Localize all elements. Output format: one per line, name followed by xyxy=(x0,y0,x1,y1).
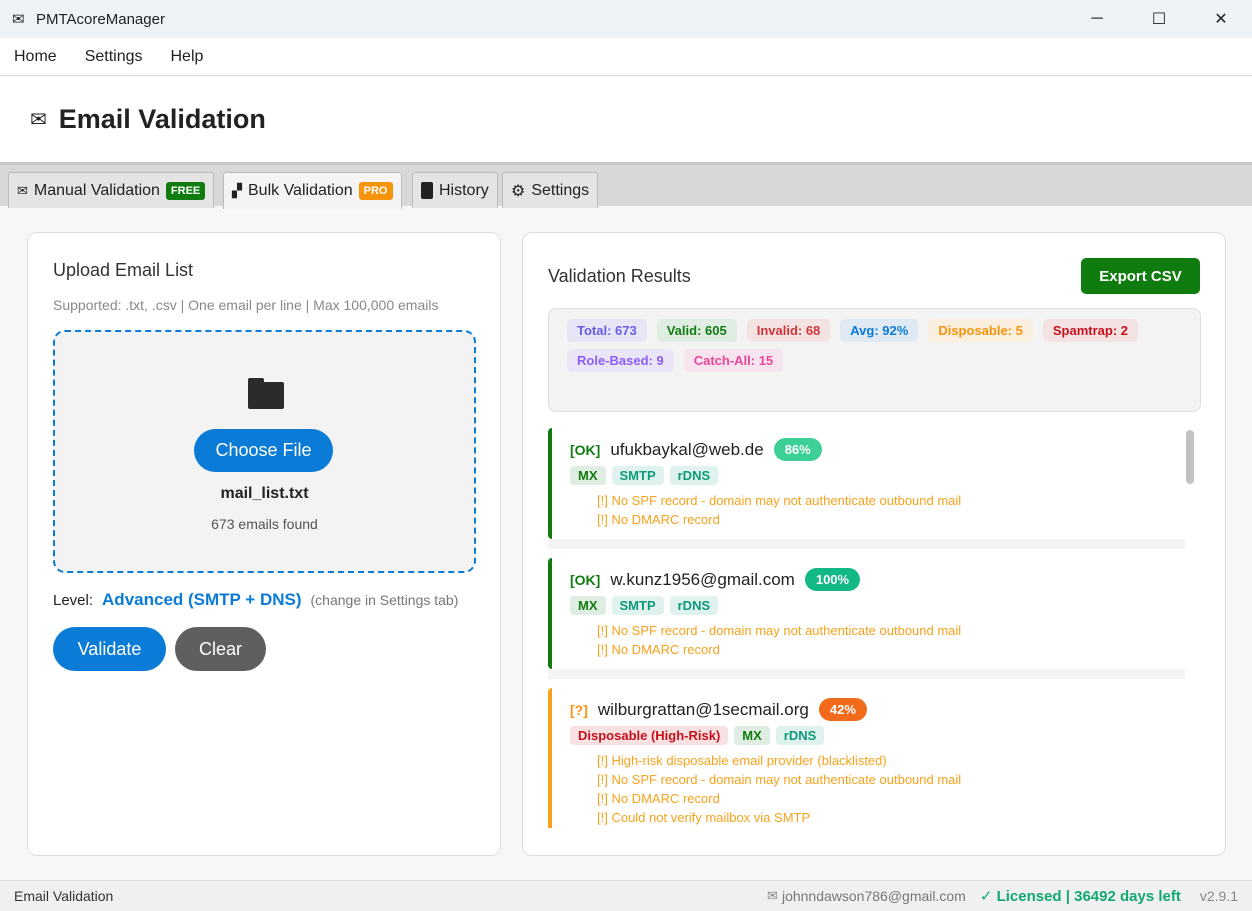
app-version: v2.9.1 xyxy=(1199,888,1238,904)
results-title: Validation Results xyxy=(548,266,691,286)
user-email: johnndawson786@gmail.com xyxy=(781,888,966,904)
page-title: Email Validation xyxy=(58,104,266,134)
clipboard-icon xyxy=(421,182,433,199)
stat-badge: Total: 673 xyxy=(567,319,647,342)
upload-title: Upload Email List xyxy=(53,260,194,280)
check-tag: MX xyxy=(570,466,606,485)
email-address: w.kunz1956@gmail.com xyxy=(610,569,795,589)
results-list[interactable]: [OK] ufukbaykal@web.de 86% MX SMTP rDNS [!] No… xyxy=(548,428,1185,828)
mail-icon: ✉ xyxy=(12,11,25,28)
stats-summary: Total: 673 Valid: 605 Invalid: 68 Avg: 92% D… xyxy=(548,308,1201,412)
results-scrollbar[interactable] xyxy=(1186,430,1194,484)
warning-text: [!] No SPF record - domain may not authe… xyxy=(597,493,962,508)
level-note: (change in Settings tab) xyxy=(310,592,459,608)
file-drop-zone[interactable]: Choose File mail_list.txt 673 emails fou… xyxy=(53,330,476,573)
window-title: PMTAcoreManager xyxy=(36,10,165,28)
menu-settings[interactable]: Settings xyxy=(84,47,143,65)
check-tag: rDNS xyxy=(775,726,825,745)
tab-label: Bulk Validation xyxy=(248,182,353,199)
tab-bulk-validation[interactable]: ▞ Bulk Validation PRO xyxy=(223,172,402,209)
results-panel: Validation Results Export CSV Total: 673… xyxy=(522,232,1226,856)
score-badge: 42% xyxy=(818,698,867,721)
tab-history[interactable]: History xyxy=(412,172,498,208)
clear-button[interactable]: Clear xyxy=(175,627,266,671)
gear-icon: ⚙ xyxy=(511,182,526,200)
check-tag: MX xyxy=(734,726,770,745)
level-label: Level: xyxy=(53,592,94,609)
result-item[interactable]: [OK] ufukbaykal@web.de 86% MX SMTP rDNS [!] No… xyxy=(548,428,1185,539)
status-left: Email Validation xyxy=(14,888,114,904)
validate-button[interactable]: Validate xyxy=(53,627,166,671)
menu-help[interactable]: Help xyxy=(170,47,204,65)
stat-badge: Invalid: 68 xyxy=(746,319,831,342)
menu-bar: Home Settings Help xyxy=(0,38,1252,76)
title-bar: ✉ PMTAcoreManager ─ ☐ ✕ xyxy=(0,0,1252,38)
folder-icon xyxy=(248,378,284,409)
tab-label: History xyxy=(439,181,489,199)
stat-badge: Avg: 92% xyxy=(840,319,919,342)
menu-home[interactable]: Home xyxy=(14,47,57,65)
result-item[interactable]: [OK] w.kunz1956@gmail.com 100% MX SMTP rDNS [!… xyxy=(548,558,1185,669)
item-divider xyxy=(548,539,1185,549)
warning-text: [!] No SPF record - domain may not authe… xyxy=(597,772,962,787)
check-tag: rDNS xyxy=(669,596,719,615)
envelope-icon: ✉ xyxy=(17,182,28,198)
package-icon: ▞ xyxy=(232,183,242,198)
emails-found: 673 emails found xyxy=(211,516,318,532)
email-address: wilburgrattan@1secmail.org xyxy=(597,699,809,719)
stat-badge: Disposable: 5 xyxy=(928,319,1033,342)
email-address: ufukbaykal@web.de xyxy=(610,439,764,459)
warning-text: [!] No DMARC record xyxy=(597,791,720,806)
check-tag: SMTP xyxy=(611,596,664,615)
warning-text: [!] No DMARC record xyxy=(597,512,720,527)
warning-text: [!] No DMARC record xyxy=(597,642,720,657)
check-tag: MX xyxy=(570,596,606,615)
level-value: Advanced (SMTP + DNS) xyxy=(102,590,302,609)
free-badge: FREE xyxy=(165,181,206,200)
tab-settings[interactable]: ⚙ Settings xyxy=(502,172,599,208)
status-label: [OK] xyxy=(570,571,601,588)
tab-label: Manual Validation xyxy=(33,181,160,199)
warning-text: [!] Could not verify mailbox via SMTP xyxy=(597,810,811,825)
status-bar: Email Validation ✉ johnndawson786@gmail.… xyxy=(0,880,1252,911)
envelope-icon: ✉ xyxy=(30,109,47,131)
score-badge: 100% xyxy=(804,568,861,591)
stat-badge: Spamtrap: 2 xyxy=(1042,319,1138,342)
status-label: [OK] xyxy=(570,441,601,458)
check-tag: rDNS xyxy=(669,466,719,485)
page-header: ✉ Email Validation xyxy=(0,77,1252,162)
stat-badge: Role-Based: 9 xyxy=(567,349,674,372)
tab-strip: ✉ Manual Validation FREE ▞ Bulk Validati… xyxy=(0,162,1252,209)
minimize-button[interactable]: ─ xyxy=(1091,10,1103,27)
warning-text: [!] High-risk disposable email provider … xyxy=(597,753,887,768)
export-csv-button[interactable]: Export CSV xyxy=(1081,258,1200,294)
upload-hint: Supported: .txt, .csv | One email per li… xyxy=(53,297,439,313)
stat-badge: Valid: 605 xyxy=(656,319,737,342)
check-tag: SMTP xyxy=(611,466,664,485)
choose-file-button[interactable]: Choose File xyxy=(194,429,333,472)
check-tag: Disposable (High-Risk) xyxy=(570,726,729,745)
mail-icon: ✉ xyxy=(767,888,778,903)
status-label: [?] xyxy=(570,701,588,718)
pro-badge: PRO xyxy=(358,182,393,200)
item-divider xyxy=(548,669,1185,679)
tab-label: Settings xyxy=(531,181,590,199)
score-badge: 86% xyxy=(773,438,822,461)
result-item[interactable]: [?] wilburgrattan@1secmail.org 42% Disposab… xyxy=(548,688,1185,828)
maximize-button[interactable]: ☐ xyxy=(1151,11,1167,28)
upload-panel: Upload Email List Supported: .txt, .csv … xyxy=(27,232,501,856)
stat-badge: Catch-All: 15 xyxy=(683,349,784,372)
file-name: mail_list.txt xyxy=(220,485,309,502)
tab-manual-validation[interactable]: ✉ Manual Validation FREE xyxy=(8,172,215,208)
close-button[interactable]: ✕ xyxy=(1214,11,1228,28)
license-status: ✓ Licensed | 36492 days left xyxy=(979,888,1181,905)
warning-text: [!] No SPF record - domain may not authe… xyxy=(597,623,962,638)
